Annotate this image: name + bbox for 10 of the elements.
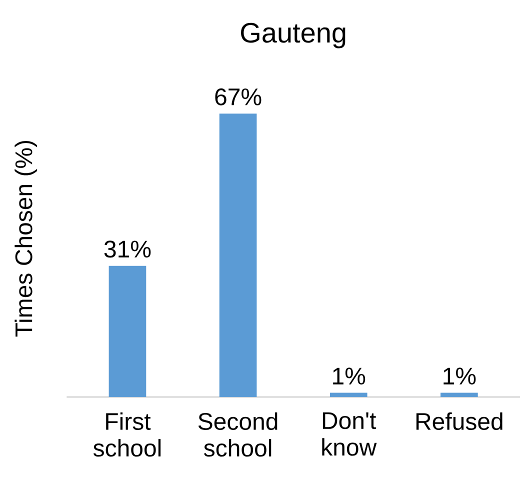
chart-title: Gauteng [241,22,346,48]
data-label: 67% [215,88,262,106]
x-tick-label: Don't know [322,412,377,456]
x-tick-label: First school [93,412,161,457]
data-label: 1% [333,368,366,384]
y-axis-title: Times Chosen (%) [14,140,38,337]
data-label: 1% [444,368,476,384]
x-tick-label: Refused [416,412,502,430]
x-tick-label: Second school [198,412,278,457]
data-label: 31% [104,240,151,258]
